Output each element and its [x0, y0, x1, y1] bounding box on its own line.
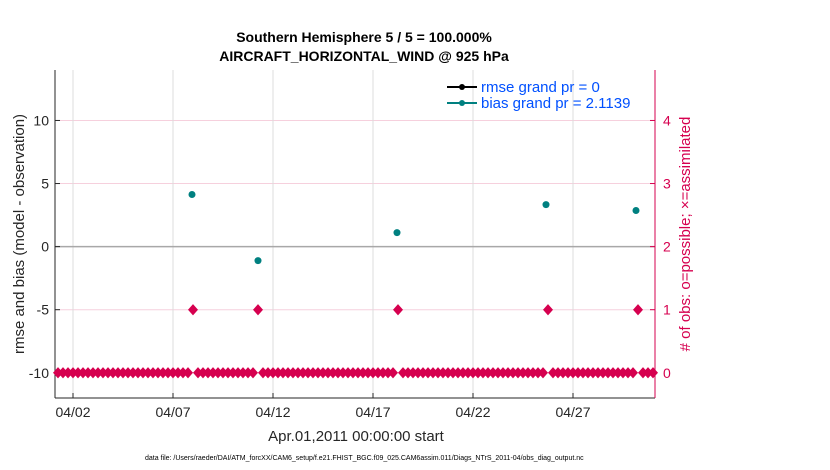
obs-count-marker [632, 304, 644, 316]
data-file-footer: data file: /Users/raeder/DAI/ATM_forcXX/… [145, 455, 584, 462]
obs-count-marker [392, 304, 404, 316]
chart-title-line2: AIRCRAFT_HORIZONTAL_WIND @ 925 hPa [219, 48, 509, 64]
obs-count-marker [537, 367, 549, 379]
legend-entry-rmse: rmse grand pr = 0 [481, 79, 600, 96]
y-left-tick-label: 10 [33, 112, 49, 128]
chart-title-line1: Southern Hemisphere 5 / 5 = 100.000% [236, 29, 492, 45]
x-tick-label: 04/07 [155, 404, 190, 420]
y-right-tick-label: 0 [663, 365, 671, 381]
bias-point [393, 229, 401, 237]
obs-count-marker [252, 304, 264, 316]
obs-count-marker [387, 367, 399, 379]
y-left-tick-label: 0 [41, 239, 49, 255]
y-axis-right-label: # of obs: o=possible; ×=assimilated [677, 117, 694, 352]
y-axis-left-label: rmse and bias (model - observation) [11, 114, 28, 354]
obs-count-marker [647, 367, 659, 379]
x-tick-label: 04/22 [455, 404, 490, 420]
y-left-tick-label: -5 [37, 302, 50, 318]
y-right-tick-label: 1 [663, 302, 671, 318]
obs-count-marker [542, 304, 554, 316]
x-tick-label: 04/27 [555, 404, 590, 420]
obs-count-marker [627, 367, 639, 379]
bias-point [254, 257, 262, 265]
legend-marker-rmse [459, 84, 465, 90]
y-right-tick-label: 3 [663, 176, 671, 192]
y-left-tick-label: -10 [29, 365, 49, 381]
legend-marker-bias [459, 100, 465, 106]
x-tick-label: 04/12 [255, 404, 290, 420]
obs-count-marker [182, 367, 194, 379]
obs-count-marker [187, 304, 199, 316]
y-right-tick-label: 2 [663, 239, 671, 255]
y-right-tick-label: 4 [663, 112, 671, 128]
obs-count-marker [247, 367, 259, 379]
bias-point [542, 201, 550, 209]
bias-point [188, 191, 196, 199]
y-left-tick-label: 5 [41, 176, 49, 192]
legend-entry-bias: bias grand pr = 2.1139 [481, 95, 630, 112]
bias-point [632, 207, 640, 215]
x-axis-label: Apr.01,2011 00:00:00 start [268, 428, 445, 445]
x-tick-label: 04/17 [355, 404, 390, 420]
x-tick-label: 04/02 [55, 404, 90, 420]
